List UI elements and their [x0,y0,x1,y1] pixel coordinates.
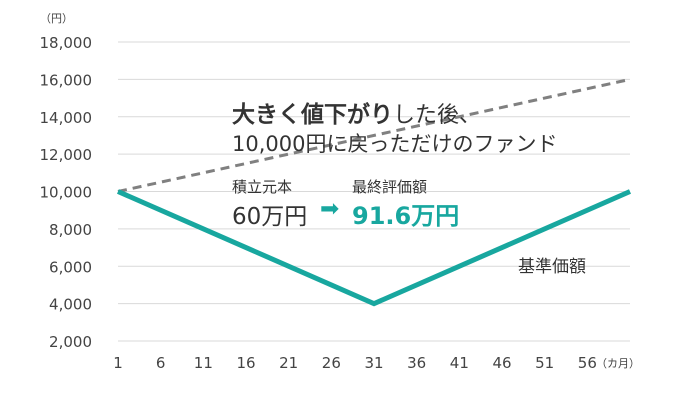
x-tick-label: 36 [407,354,426,372]
y-tick-label: 4,000 [49,296,92,314]
right-arrow-icon: ➡ [320,196,340,222]
x-axis-unit: （カ月） [596,357,640,370]
x-tick-label: 46 [492,354,511,372]
principal-label: 積立元本 [232,178,293,196]
x-axis: 1 6 11 16 21 26 31 36 41 46 51 56 [113,354,597,372]
y-tick-label: 16,000 [40,71,93,89]
y-axis-unit: （円） [40,12,73,25]
principal-value: 60万円 [232,204,308,230]
series-line-dashed [117,77,631,193]
x-tick-label: 51 [535,354,554,372]
x-tick-label: 31 [364,354,383,372]
headline: 大きく値下がりした後、 [232,100,481,131]
x-tick-label: 26 [322,354,341,372]
y-tick-label: 18,000 [40,34,93,52]
y-tick-label: 12,000 [40,146,93,164]
headline-rest-text: した後、 [393,103,482,128]
final-value-label: 最終評価額 [352,178,428,196]
headline-bold-text: 大きく値下がり [232,102,393,128]
x-tick-label: 41 [450,354,469,372]
series-line-nav [116,189,632,307]
series-label-nav: 基準価額 [518,257,586,277]
y-tick-label: 6,000 [49,258,92,276]
x-tick-label: 6 [156,354,166,372]
headline-subline: 10,000円に戻っただけのファンド [232,132,558,156]
series-lines [116,77,632,307]
x-tick-label: 16 [236,354,255,372]
y-axis: 2,000 4,000 6,000 8,000 10,000 12,000 14,000 16… [40,34,93,351]
x-tick-label: 56 [578,354,597,372]
y-tick-label: 10,000 [40,184,93,202]
x-tick-label: 21 [279,354,298,372]
final-value: 91.6万円 [352,202,460,230]
x-tick-label: 1 [113,354,123,372]
x-tick-label: 11 [194,354,213,372]
y-tick-label: 2,000 [49,333,92,351]
y-tick-label: 14,000 [40,109,93,127]
y-tick-label: 8,000 [49,221,92,239]
